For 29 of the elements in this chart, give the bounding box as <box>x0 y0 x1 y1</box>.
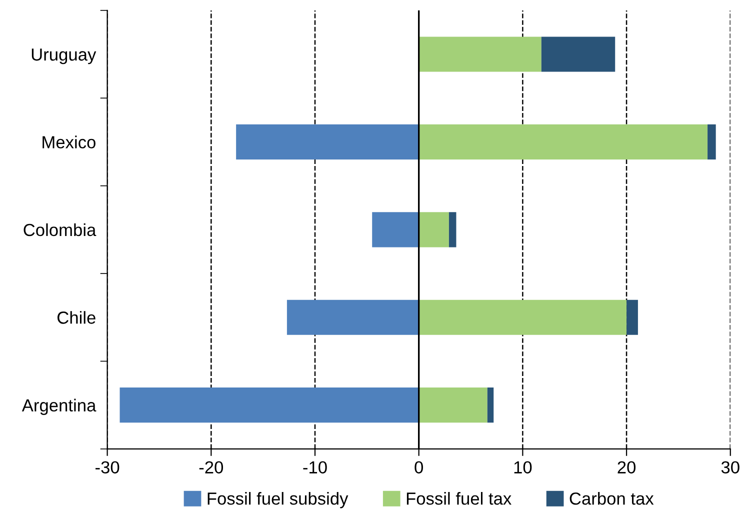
y-tick-label: Colombia <box>24 223 96 236</box>
bar <box>418 124 708 160</box>
x-tick-label: -30 <box>96 461 120 474</box>
bar <box>372 212 419 248</box>
bar <box>418 212 449 248</box>
x-tick-label: -20 <box>199 461 224 474</box>
legend-label: Fossil fuel tax <box>406 492 512 505</box>
bar <box>626 300 638 335</box>
bar <box>418 36 542 72</box>
x-tick-label: 30 <box>721 461 740 474</box>
legend-label: Carbon tax <box>570 492 654 505</box>
x-tick-label: 0 <box>414 461 423 474</box>
bar <box>286 300 419 335</box>
bar <box>418 300 627 335</box>
bar <box>236 124 419 160</box>
x-tick-label: -10 <box>303 461 327 474</box>
x-tick-label: 20 <box>618 461 636 474</box>
bar <box>120 388 419 423</box>
bar <box>541 36 616 72</box>
legend-label: Fossil fuel subsidy <box>208 492 348 508</box>
bar <box>418 388 488 423</box>
y-tick-label: Uruguay <box>32 48 96 64</box>
bar <box>487 388 494 423</box>
y-tick-label: Argentina <box>22 398 96 415</box>
x-tick-label: 10 <box>514 461 532 474</box>
y-tick-label: Chile <box>58 311 96 324</box>
bar <box>708 124 716 160</box>
y-tick-label: Mexico <box>42 136 96 148</box>
bar <box>448 212 456 248</box>
